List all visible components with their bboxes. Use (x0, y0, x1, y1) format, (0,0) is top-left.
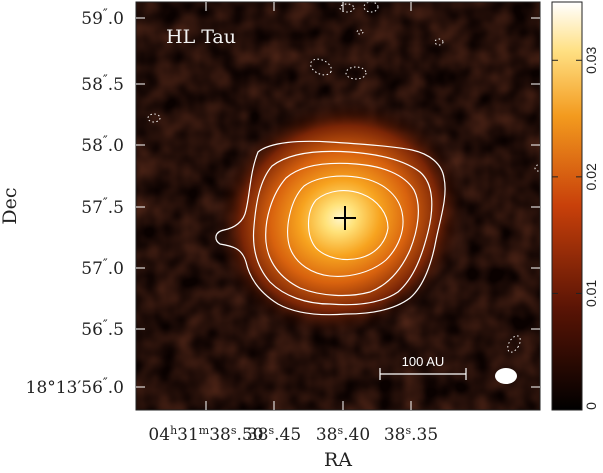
tick-text: .50 (237, 425, 264, 445)
x-axis-ticks (205, 2, 412, 410)
negative-contours (147, 2, 540, 353)
neg-contour (310, 58, 332, 76)
tick-unit: ″ (103, 257, 108, 272)
tick-text: 57 (81, 198, 103, 218)
y-tick-label: 58″.0 (81, 134, 124, 156)
colorbar-ticks: 0 0.01 0.02 0.03 (552, 46, 599, 411)
colorbar-tick-label: 0.02 (583, 163, 599, 190)
tick-text: 56 (81, 378, 103, 398)
neg-contour (345, 66, 367, 80)
tick-text: .0 (108, 378, 124, 398)
colorbar-tick-label: 0.01 (583, 280, 599, 307)
y-tick-label: 58″.5 (81, 73, 124, 95)
x-tick-label: 38s.45 (247, 424, 301, 446)
tick-text: 58 (81, 75, 103, 95)
y-tick-label: 18°13′56″.0 (26, 376, 124, 398)
tick-unit: ″ (103, 196, 108, 211)
tick-unit: ″ (103, 318, 108, 333)
colorbar: 0 0.01 0.02 0.03 (551, 1, 599, 411)
tick-text: 57 (81, 259, 103, 279)
tick-unit: s (231, 424, 237, 437)
x-tick-label: 38s.40 (316, 424, 370, 446)
y-tick-labels: 18°13′56″.056″.557″.057″.558″.058″.559″.… (26, 7, 124, 398)
plot-area: 100 AU HL Tau (136, 2, 540, 410)
plot-frame (135, 1, 541, 411)
tick-text: .40 (343, 425, 370, 445)
tick-text: .5 (108, 198, 124, 218)
tick-text: .0 (108, 259, 124, 279)
colorbar-frame (551, 1, 583, 411)
neg-contour (534, 164, 540, 172)
tick-text: 18°13′ (26, 378, 82, 398)
tick-unit: h (170, 424, 177, 437)
contour-level-4 (287, 175, 404, 277)
colorbar-tick-label: 0 (583, 402, 599, 410)
tick-unit: ″ (103, 73, 108, 88)
tick-text: 38 (316, 425, 338, 445)
tick-unit: s (268, 424, 274, 437)
contour-level-5 (307, 190, 389, 261)
scale-bar-label: 100 AU (402, 354, 445, 369)
tick-text: .0 (108, 9, 124, 29)
neg-contour (363, 2, 379, 13)
tick-text: .5 (108, 320, 124, 340)
y-tick-label: 59″.0 (81, 7, 124, 29)
tick-unit: ″ (103, 7, 108, 22)
x-tick-label: 04h31m38s.50 (148, 424, 263, 446)
tick-unit: m (199, 424, 210, 437)
tick-text: .35 (411, 425, 438, 445)
beam-ellipse (495, 368, 517, 384)
tick-text: .5 (108, 75, 124, 95)
neg-contour (356, 29, 364, 35)
tick-unit: s (337, 424, 343, 437)
tick-text: 04 (148, 425, 170, 445)
neg-contour (147, 113, 161, 123)
tick-text: .0 (108, 136, 124, 156)
tick-unit: ″ (103, 134, 108, 149)
contour-level-3 (265, 162, 419, 297)
tick-text: 38 (247, 425, 269, 445)
contour-level-1 (215, 140, 446, 316)
neg-contour (507, 335, 521, 353)
contours (215, 140, 446, 316)
y-tick-label: 57″.5 (81, 196, 124, 218)
x-axis-title: RA (324, 449, 352, 471)
tick-text: 56 (81, 320, 103, 340)
y-axis-title: Dec (0, 187, 21, 224)
tick-unit: ″ (103, 376, 108, 391)
scale-bar (379, 368, 467, 380)
tick-text: 38 (384, 425, 406, 445)
colorbar-gradient (552, 2, 582, 410)
source-label: HL Tau (166, 26, 236, 48)
y-tick-label: 57″.0 (81, 257, 124, 279)
neg-contour (339, 3, 355, 13)
contour-level-2 (252, 150, 433, 306)
tick-text: 38 (209, 425, 231, 445)
y-axis-ticks (136, 17, 540, 388)
tick-text: 31 (177, 425, 199, 445)
tick-unit: s (405, 424, 411, 437)
tick-text: 59 (81, 9, 103, 29)
x-tick-label: 38s.35 (384, 424, 438, 446)
neg-contour (434, 38, 444, 46)
colorbar-tick-label: 0.03 (583, 46, 599, 73)
peak-marker (334, 206, 356, 230)
tick-text: 58 (81, 136, 103, 156)
tick-text: .45 (274, 425, 301, 445)
y-tick-label: 56″.5 (81, 318, 124, 340)
